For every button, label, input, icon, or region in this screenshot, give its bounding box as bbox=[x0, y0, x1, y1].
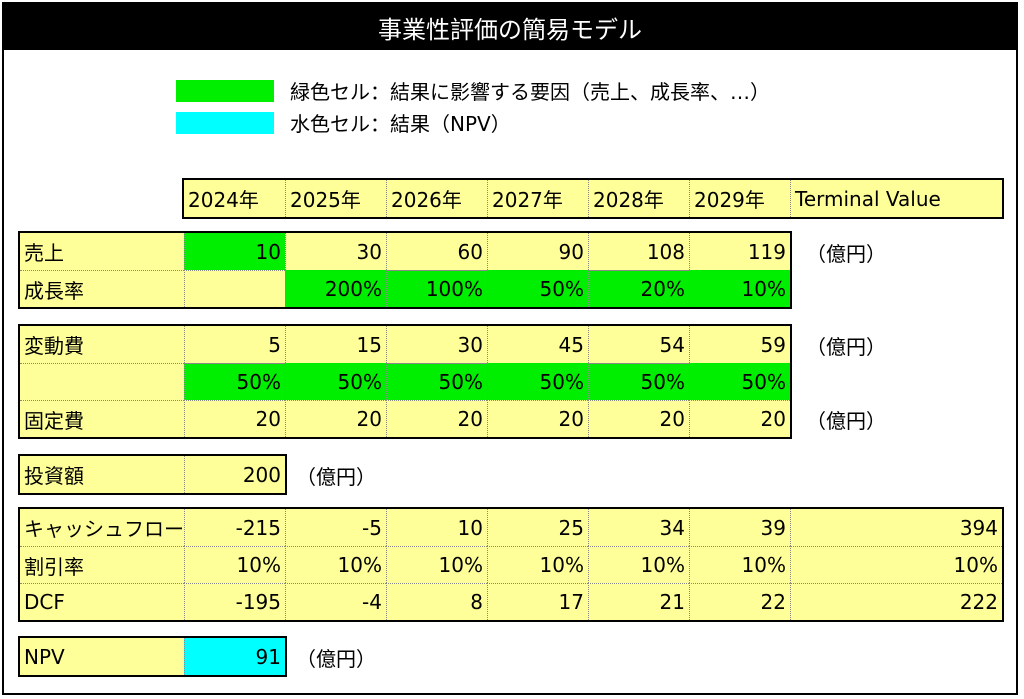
growth-cell[interactable]: 10% bbox=[689, 270, 790, 307]
unit-label: （億円） bbox=[806, 335, 886, 359]
variable-ratio-cell[interactable]: 50% bbox=[689, 363, 790, 400]
row-label: 固定費 bbox=[20, 400, 184, 437]
cashflow-cell[interactable]: -215 bbox=[184, 509, 285, 546]
fixed-cost-cell[interactable]: 20 bbox=[285, 400, 386, 437]
header-cell: 2025年 bbox=[285, 180, 386, 217]
growth-cell[interactable]: 50% bbox=[487, 270, 588, 307]
header-cell: 2026年 bbox=[386, 180, 487, 217]
legend-cyan: 水色セル：結果（NPV） bbox=[176, 108, 511, 137]
sales-cell[interactable]: 90 bbox=[487, 233, 588, 270]
cost-table: 変動費 5 15 30 45 54 59 50% 50% 50% 50% 50%… bbox=[18, 324, 792, 439]
header-cell: 2028年 bbox=[588, 180, 689, 217]
fixed-cost-row: 固定費 20 20 20 20 20 20 bbox=[20, 400, 790, 437]
growth-row: 成長率 200% 100% 50% 20% 10% bbox=[20, 270, 790, 307]
row-label: 売上 bbox=[24, 241, 64, 265]
growth-cell[interactable]: 100% bbox=[386, 270, 487, 307]
fixed-cost-cell[interactable]: 20 bbox=[588, 400, 689, 437]
row-label: 成長率 bbox=[20, 270, 184, 307]
dcf-cell[interactable]: 22 bbox=[689, 583, 790, 620]
variable-ratio-cell[interactable]: 50% bbox=[487, 363, 588, 400]
variable-ratio-cell[interactable]: 50% bbox=[285, 363, 386, 400]
unit-label: （億円） bbox=[296, 647, 376, 671]
header-cell: 2024年 bbox=[188, 188, 259, 212]
npv-cell[interactable]: 91 bbox=[184, 638, 285, 675]
header-cell: 2029年 bbox=[689, 180, 790, 217]
cashflow-row: キャッシュフロー -215 -5 10 25 34 39 394 bbox=[20, 509, 1002, 546]
variable-ratio-cell[interactable]: 50% bbox=[184, 363, 285, 400]
discount-cell[interactable]: 10% bbox=[184, 546, 285, 583]
dcf-cell[interactable]: -4 bbox=[285, 583, 386, 620]
growth-cell[interactable]: 20% bbox=[588, 270, 689, 307]
unit-label: （億円） bbox=[296, 465, 376, 489]
legend-cyan-swatch bbox=[176, 111, 274, 134]
dcf-row: DCF -195 -4 8 17 21 22 222 bbox=[20, 583, 1002, 620]
legend-green: 緑色セル：結果に影響する要因（売上、成長率、…） bbox=[176, 76, 770, 105]
cashflow-cell[interactable]: 34 bbox=[588, 509, 689, 546]
sales-cell[interactable]: 10 bbox=[184, 233, 285, 270]
cashflow-cell[interactable]: -5 bbox=[285, 509, 386, 546]
legend-green-text: 緑色セル：結果に影響する要因（売上、成長率、…） bbox=[290, 80, 770, 104]
growth-cell[interactable]: 200% bbox=[285, 270, 386, 307]
variable-cost-cell[interactable]: 15 bbox=[285, 326, 386, 363]
page-title: 事業性評価の簡易モデル bbox=[4, 4, 1016, 50]
discount-cell[interactable]: 10% bbox=[689, 546, 790, 583]
investment-table: 投資額 200 bbox=[18, 454, 287, 495]
cashflow-cell[interactable]: 39 bbox=[689, 509, 790, 546]
row-label: 投資額 bbox=[24, 464, 84, 488]
year-header-table: 2024年 2025年 2026年 2027年 2028年 2029年 Term… bbox=[182, 178, 1004, 219]
variable-ratio-row: 50% 50% 50% 50% 50% 50% bbox=[20, 363, 790, 400]
row-label bbox=[20, 363, 184, 400]
legend-cyan-text: 水色セル：結果（NPV） bbox=[290, 112, 511, 136]
row-label: キャッシュフロー bbox=[24, 517, 184, 541]
variable-cost-cell[interactable]: 54 bbox=[588, 326, 689, 363]
discount-cell[interactable]: 10% bbox=[285, 546, 386, 583]
sales-table: 売上 10 30 60 90 108 119 成長率 200% 100% 50%… bbox=[18, 231, 792, 309]
variable-cost-cell[interactable]: 59 bbox=[689, 326, 790, 363]
sales-cell[interactable]: 119 bbox=[689, 233, 790, 270]
cashflow-cell[interactable]: 25 bbox=[487, 509, 588, 546]
fixed-cost-cell[interactable]: 20 bbox=[689, 400, 790, 437]
variable-ratio-cell[interactable]: 50% bbox=[386, 363, 487, 400]
row-label: 割引率 bbox=[20, 546, 184, 583]
variable-cost-cell[interactable]: 5 bbox=[184, 326, 285, 363]
discount-cell[interactable]: 10% bbox=[588, 546, 689, 583]
row-label: DCF bbox=[20, 583, 184, 620]
variable-ratio-cell[interactable]: 50% bbox=[588, 363, 689, 400]
dcf-cell[interactable]: 21 bbox=[588, 583, 689, 620]
unit-label: （億円） bbox=[806, 242, 886, 266]
variable-cost-cell[interactable]: 45 bbox=[487, 326, 588, 363]
dcf-cell[interactable]: 8 bbox=[386, 583, 487, 620]
fixed-cost-cell[interactable]: 20 bbox=[487, 400, 588, 437]
sales-cell[interactable]: 30 bbox=[285, 233, 386, 270]
unit-label: （億円） bbox=[806, 409, 886, 433]
dcf-cell[interactable]: -195 bbox=[184, 583, 285, 620]
cashflow-cell[interactable]: 394 bbox=[790, 509, 1002, 546]
fixed-cost-cell[interactable]: 20 bbox=[184, 400, 285, 437]
cashflow-cell[interactable]: 10 bbox=[386, 509, 487, 546]
discount-row: 割引率 10% 10% 10% 10% 10% 10% 10% bbox=[20, 546, 1002, 583]
npv-table: NPV 91 bbox=[18, 636, 287, 677]
sales-cell[interactable]: 60 bbox=[386, 233, 487, 270]
discount-cell[interactable]: 10% bbox=[790, 546, 1002, 583]
variable-cost-row: 変動費 5 15 30 45 54 59 bbox=[20, 326, 790, 363]
dcf-cell[interactable]: 17 bbox=[487, 583, 588, 620]
sales-cell[interactable]: 108 bbox=[588, 233, 689, 270]
row-label: NPV bbox=[24, 644, 65, 669]
dcf-cell[interactable]: 222 bbox=[790, 583, 1002, 620]
variable-cost-cell[interactable]: 30 bbox=[386, 326, 487, 363]
header-cell: Terminal Value bbox=[790, 180, 1002, 217]
legend-green-swatch bbox=[176, 79, 274, 102]
sales-row: 売上 10 30 60 90 108 119 bbox=[20, 233, 790, 270]
header-cell: 2027年 bbox=[487, 180, 588, 217]
growth-cell[interactable] bbox=[184, 270, 285, 307]
investment-cell[interactable]: 200 bbox=[184, 456, 285, 493]
cashflow-table: キャッシュフロー -215 -5 10 25 34 39 394 割引率 10%… bbox=[18, 507, 1004, 622]
fixed-cost-cell[interactable]: 20 bbox=[386, 400, 487, 437]
discount-cell[interactable]: 10% bbox=[386, 546, 487, 583]
row-label: 変動費 bbox=[24, 334, 84, 358]
discount-cell[interactable]: 10% bbox=[487, 546, 588, 583]
